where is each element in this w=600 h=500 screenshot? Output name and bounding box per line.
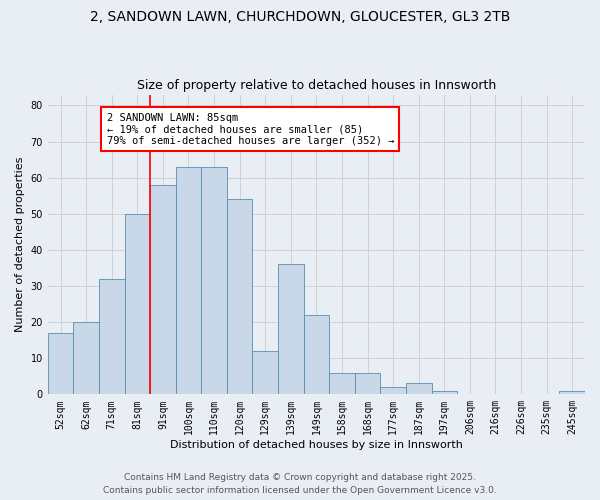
- Bar: [227, 200, 253, 394]
- Text: Contains HM Land Registry data © Crown copyright and database right 2025.
Contai: Contains HM Land Registry data © Crown c…: [103, 474, 497, 495]
- Bar: [125, 214, 150, 394]
- Bar: [150, 185, 176, 394]
- Bar: [329, 372, 355, 394]
- Y-axis label: Number of detached properties: Number of detached properties: [15, 157, 25, 332]
- Bar: [431, 390, 457, 394]
- Bar: [406, 384, 431, 394]
- Text: 2, SANDOWN LAWN, CHURCHDOWN, GLOUCESTER, GL3 2TB: 2, SANDOWN LAWN, CHURCHDOWN, GLOUCESTER,…: [90, 10, 510, 24]
- Bar: [99, 279, 125, 394]
- Bar: [304, 315, 329, 394]
- X-axis label: Distribution of detached houses by size in Innsworth: Distribution of detached houses by size …: [170, 440, 463, 450]
- Bar: [355, 372, 380, 394]
- Bar: [380, 387, 406, 394]
- Bar: [48, 333, 73, 394]
- Bar: [253, 351, 278, 395]
- Bar: [201, 167, 227, 394]
- Bar: [176, 167, 201, 394]
- Bar: [73, 322, 99, 394]
- Bar: [559, 390, 585, 394]
- Title: Size of property relative to detached houses in Innsworth: Size of property relative to detached ho…: [137, 79, 496, 92]
- Text: 2 SANDOWN LAWN: 85sqm
← 19% of detached houses are smaller (85)
79% of semi-deta: 2 SANDOWN LAWN: 85sqm ← 19% of detached …: [107, 112, 394, 146]
- Bar: [278, 264, 304, 394]
